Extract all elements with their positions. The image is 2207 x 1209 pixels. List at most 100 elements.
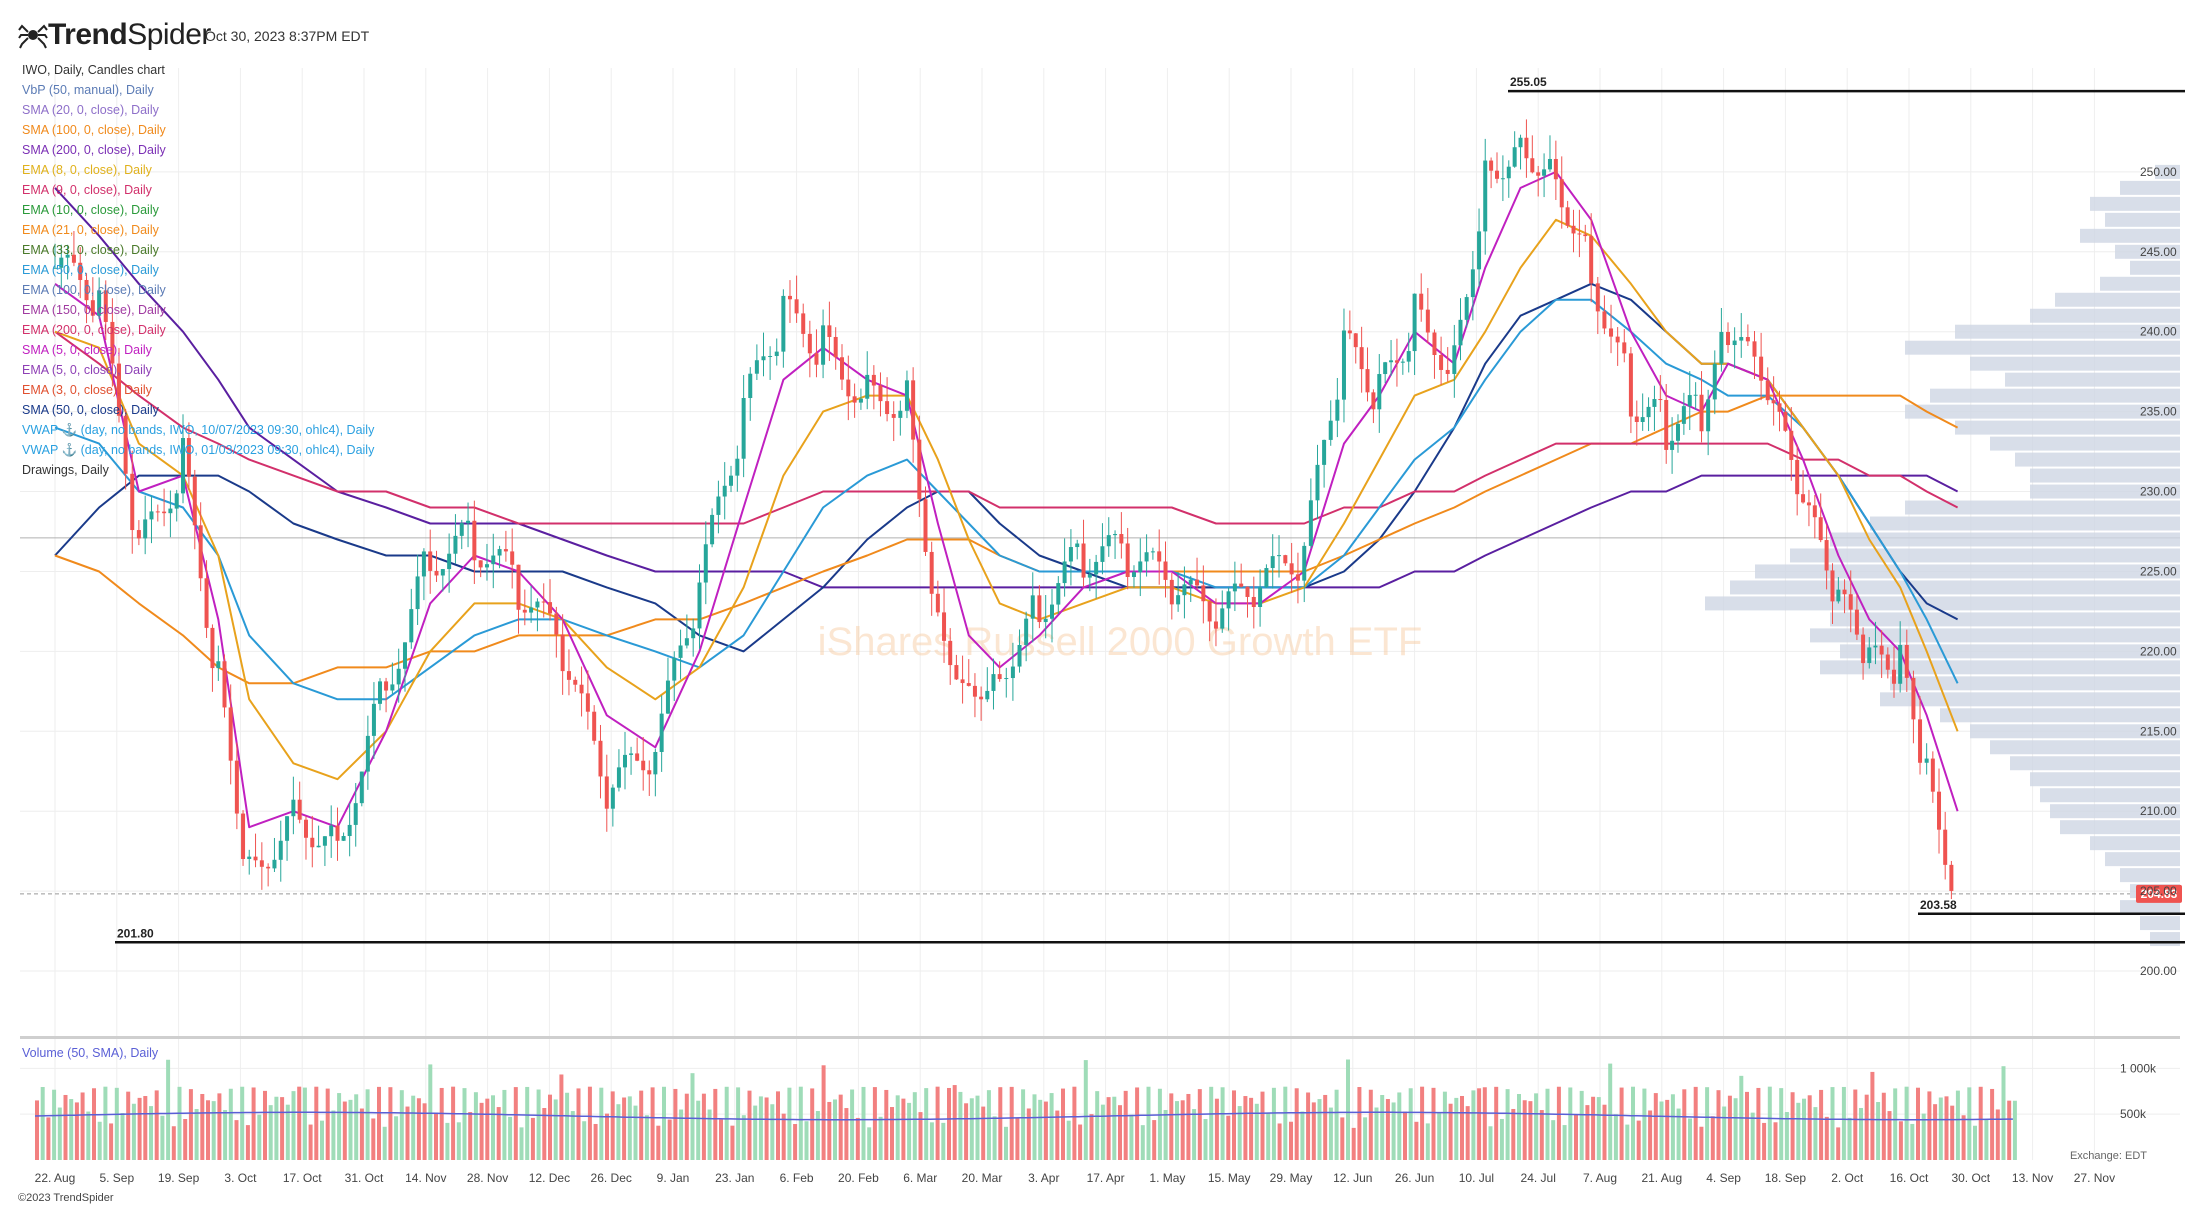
- candle: [168, 508, 173, 514]
- candle: [684, 638, 689, 646]
- volume-bar: [1465, 1106, 1470, 1160]
- volume-bar: [1642, 1088, 1647, 1160]
- volume-bar: [1169, 1093, 1174, 1160]
- volume-bar: [530, 1117, 535, 1160]
- volume-bar: [947, 1087, 951, 1160]
- candle: [1699, 394, 1704, 432]
- candle: [1789, 430, 1794, 460]
- legend-item[interactable]: SMA (20, 0, close), Daily: [22, 103, 159, 117]
- candle: [234, 760, 239, 814]
- candle: [1251, 596, 1256, 608]
- legend-item[interactable]: EMA (33, 0, close), Daily: [22, 243, 159, 257]
- legend-item[interactable]: EMA (9, 0, close), Daily: [22, 183, 152, 197]
- candle: [1030, 595, 1035, 619]
- legend-item[interactable]: VWAP ⚓ (day, no bands, IWO, 01/03/2023 0…: [22, 443, 375, 457]
- vbp-bar: [2155, 164, 2180, 179]
- candle: [1302, 545, 1307, 581]
- candle: [821, 325, 826, 365]
- legend-item[interactable]: EMA (5, 0, close), Daily: [22, 363, 152, 377]
- candle: [162, 511, 167, 514]
- candle: [1806, 502, 1811, 506]
- volume-bar: [1859, 1107, 1863, 1160]
- volume-bar: [1893, 1088, 1898, 1160]
- legend-item[interactable]: Drawings, Daily: [22, 463, 109, 477]
- candle: [247, 856, 252, 860]
- x-tick-label: 5. Sep: [99, 1171, 134, 1185]
- vbp-bar: [1820, 660, 2180, 675]
- candle: [604, 776, 609, 809]
- legend-item[interactable]: VbP (50, manual), Daily: [22, 83, 154, 97]
- candle: [1483, 160, 1488, 232]
- volume-bar: [86, 1111, 91, 1160]
- legend-item[interactable]: EMA (100, 0, close), Daily: [22, 283, 166, 297]
- candle: [871, 374, 876, 386]
- candle: [1087, 574, 1092, 578]
- vbp-bar: [2030, 468, 2180, 483]
- candle: [272, 859, 277, 869]
- x-tick-label: 17. Oct: [283, 1171, 322, 1185]
- candle: [1207, 601, 1212, 622]
- volume-bar: [274, 1096, 279, 1160]
- volume-bar: [1095, 1091, 1100, 1160]
- volume-bar: [1967, 1087, 1972, 1160]
- candle: [253, 856, 258, 861]
- candle: [1049, 604, 1054, 619]
- candle: [402, 642, 407, 669]
- legend-item[interactable]: EMA (200, 0, close), Daily: [22, 323, 166, 337]
- legend-item[interactable]: EMA (10, 0, close), Daily: [22, 203, 159, 217]
- volume-pane: 1 000k 500k: [20, 1036, 2180, 1160]
- volume-bar: [1585, 1105, 1590, 1160]
- volume-bar: [251, 1087, 256, 1160]
- volume-bar: [741, 1115, 746, 1160]
- candle: [554, 613, 559, 635]
- volume-bar: [1431, 1087, 1436, 1160]
- candle: [259, 860, 264, 867]
- volume-bar: [1574, 1114, 1578, 1160]
- grid: [20, 68, 2180, 1160]
- x-tick-label: 3. Apr: [1028, 1171, 1059, 1185]
- volume-bar: [399, 1090, 404, 1160]
- volume-bar: [1175, 1101, 1179, 1160]
- legend-item[interactable]: EMA (3, 0, close), Daily: [22, 383, 152, 397]
- x-tick-label: 21. Aug: [1641, 1171, 1682, 1185]
- legend-item[interactable]: SMA (5, 0, close), Daily: [22, 343, 152, 357]
- volume-bar: [1699, 1126, 1704, 1160]
- candle: [1495, 170, 1499, 179]
- legend-item[interactable]: SMA (100, 0, close), Daily: [22, 123, 166, 137]
- volume-bar: [1995, 1109, 2000, 1160]
- volume-bar: [1938, 1097, 1943, 1160]
- volume-bar: [1870, 1071, 1875, 1160]
- candle: [472, 520, 477, 561]
- vbp-bar: [1905, 500, 2180, 515]
- legend-item[interactable]: VWAP ⚓ (day, no bands, IWO, 10/07/2023 0…: [22, 423, 375, 437]
- volume-bar: [451, 1086, 456, 1160]
- volume-bar: [1790, 1092, 1795, 1160]
- legend-item[interactable]: EMA (21, 0, close), Daily: [22, 223, 159, 237]
- candle: [948, 640, 953, 666]
- legend-item[interactable]: EMA (50, 0, close), Daily: [22, 263, 159, 277]
- volume-bar: [166, 1059, 171, 1160]
- candle: [59, 257, 64, 268]
- candle: [1432, 332, 1437, 355]
- candle: [891, 414, 896, 418]
- candle: [917, 439, 922, 500]
- volume-bar: [1950, 1105, 1955, 1160]
- volume-bar: [1425, 1123, 1430, 1160]
- legend-item[interactable]: EMA (150, 0, close), Daily: [22, 303, 166, 317]
- candle: [1854, 609, 1859, 635]
- candle: [942, 612, 947, 641]
- volume-bar: [485, 1098, 490, 1160]
- legend-item[interactable]: SMA (50, 0, close), Daily: [22, 403, 159, 417]
- volume-bar: [268, 1105, 273, 1160]
- level-label: 201.80: [117, 926, 154, 940]
- volume-bar: [114, 1087, 119, 1160]
- legend-item[interactable]: IWO, Daily, Candles chart: [22, 63, 165, 77]
- legend-item[interactable]: SMA (200, 0, close), Daily: [22, 143, 166, 157]
- volume-bar: [992, 1116, 997, 1160]
- vbp-bar: [2120, 900, 2180, 915]
- volume-bar: [986, 1090, 991, 1160]
- legend-item[interactable]: EMA (8, 0, close), Daily: [22, 163, 152, 177]
- trendspider-logo[interactable]: TrendSpider: [18, 18, 211, 52]
- vbp-bar: [1955, 420, 2180, 435]
